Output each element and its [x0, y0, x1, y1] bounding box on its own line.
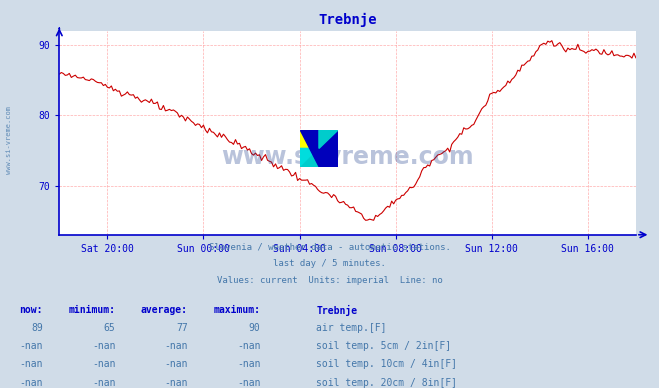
- Text: minimum:: minimum:: [69, 305, 115, 315]
- Text: soil temp. 20cm / 8in[F]: soil temp. 20cm / 8in[F]: [316, 378, 457, 388]
- Title: Trebnje: Trebnje: [318, 13, 377, 27]
- Text: -nan: -nan: [92, 359, 115, 369]
- Text: maximum:: maximum:: [214, 305, 260, 315]
- Text: -nan: -nan: [19, 341, 43, 351]
- Text: 77: 77: [176, 323, 188, 333]
- Text: -nan: -nan: [237, 359, 260, 369]
- Text: last day / 5 minutes.: last day / 5 minutes.: [273, 259, 386, 268]
- Text: now:: now:: [19, 305, 43, 315]
- Text: www.si-vreme.com: www.si-vreme.com: [5, 106, 12, 174]
- Text: 90: 90: [248, 323, 260, 333]
- Text: Slovenia / weather data - automatic stations.: Slovenia / weather data - automatic stat…: [208, 242, 451, 251]
- Text: -nan: -nan: [19, 378, 43, 388]
- Polygon shape: [300, 149, 319, 167]
- Text: -nan: -nan: [19, 359, 43, 369]
- Polygon shape: [319, 130, 338, 149]
- Text: Trebnje: Trebnje: [316, 305, 357, 315]
- Text: -nan: -nan: [237, 341, 260, 351]
- Text: Values: current  Units: imperial  Line: no: Values: current Units: imperial Line: no: [217, 276, 442, 285]
- Text: -nan: -nan: [237, 378, 260, 388]
- Bar: [300, 130, 319, 149]
- Text: 89: 89: [31, 323, 43, 333]
- Polygon shape: [300, 149, 319, 167]
- Text: air temp.[F]: air temp.[F]: [316, 323, 387, 333]
- Text: -nan: -nan: [164, 378, 188, 388]
- Text: www.si-vreme.com: www.si-vreme.com: [221, 146, 474, 169]
- Polygon shape: [300, 130, 338, 167]
- Text: -nan: -nan: [92, 341, 115, 351]
- Text: 65: 65: [103, 323, 115, 333]
- Text: soil temp. 5cm / 2in[F]: soil temp. 5cm / 2in[F]: [316, 341, 451, 351]
- Text: -nan: -nan: [92, 378, 115, 388]
- Text: soil temp. 10cm / 4in[F]: soil temp. 10cm / 4in[F]: [316, 359, 457, 369]
- Text: -nan: -nan: [164, 341, 188, 351]
- Text: -nan: -nan: [164, 359, 188, 369]
- Text: average:: average:: [141, 305, 188, 315]
